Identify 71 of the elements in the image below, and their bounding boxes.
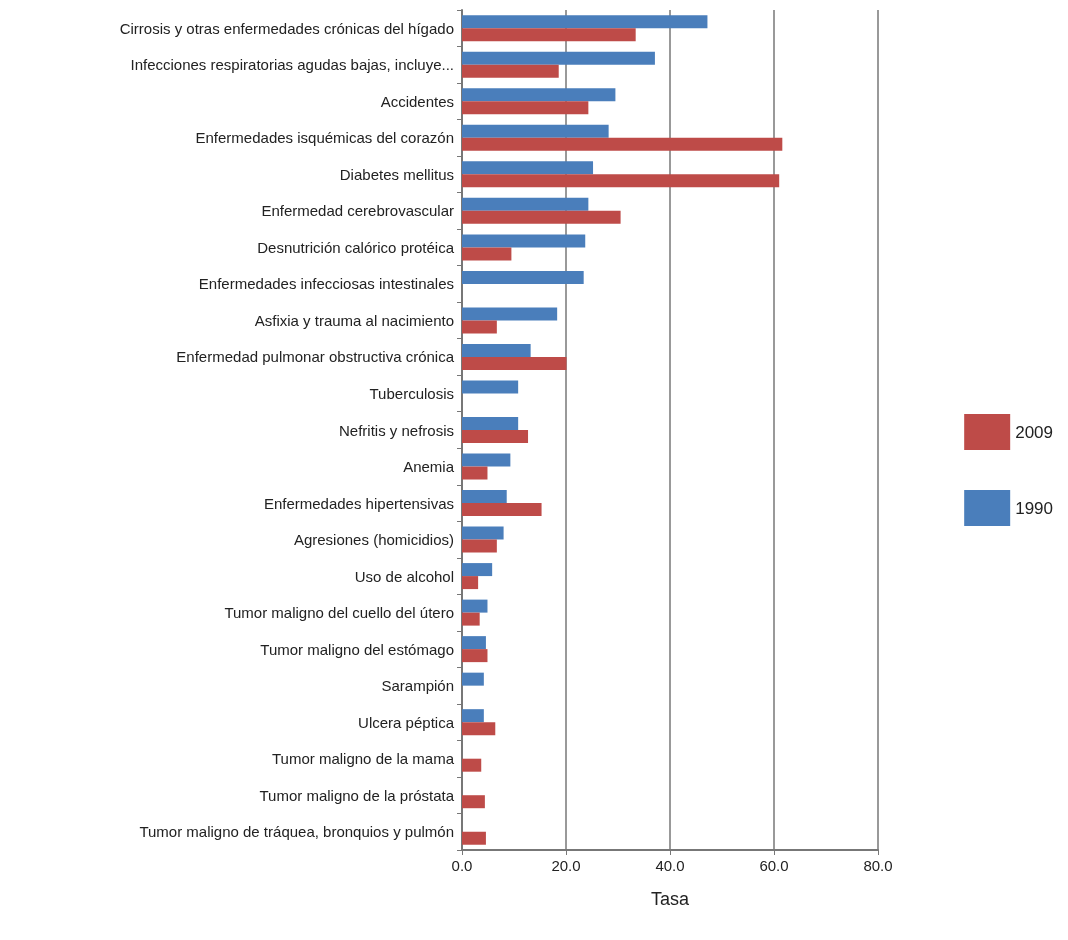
y-tick-label: Ulcera péptica xyxy=(358,713,455,731)
y-tick-label: Agresiones (homicidios) xyxy=(293,531,454,549)
bar xyxy=(462,417,519,430)
bar xyxy=(462,636,486,650)
bar xyxy=(462,137,783,151)
y-tick-label: Tumor maligno de la mama xyxy=(271,750,455,768)
bar xyxy=(462,453,511,467)
bar xyxy=(462,599,488,613)
y-tick-label: Cirrosis y otras enfermedades crónicas del hígado xyxy=(119,19,454,37)
y-tick-label: Tumor maligno de la próstata xyxy=(259,786,455,804)
y-tick-label: Tumor maligno del cuello del útero xyxy=(224,604,454,622)
bar xyxy=(462,124,609,138)
bar xyxy=(462,831,486,845)
y-tick-label: Anemia xyxy=(403,458,455,476)
bar xyxy=(462,88,616,102)
bar xyxy=(462,526,504,540)
y-tick-label: Nefritis y nefrosis xyxy=(338,421,454,439)
y-tick-label: Accidentes xyxy=(380,92,454,110)
x-axis-title: Tasa xyxy=(650,889,690,909)
y-tick-label: Tuberculosis xyxy=(369,384,454,402)
bar xyxy=(462,307,558,321)
bar xyxy=(462,795,485,809)
bar xyxy=(462,503,542,517)
bar xyxy=(462,320,497,334)
bar xyxy=(462,576,479,590)
y-tick-label: Sarampión xyxy=(381,677,454,695)
y-tick-label: Enfermedad pulmonar obstructiva crónica xyxy=(176,348,455,366)
bar xyxy=(462,672,484,686)
y-tick-label: Tumor maligno de tráquea, bronquios y pulmón xyxy=(139,823,454,841)
bar xyxy=(462,247,512,261)
x-tick-label: 60.0 xyxy=(759,857,789,874)
x-tick-label: 0.0 xyxy=(451,857,473,874)
bar xyxy=(462,161,594,175)
bar xyxy=(462,758,482,772)
bar xyxy=(462,101,589,115)
legend-label: 1990 xyxy=(1015,498,1054,518)
bar xyxy=(462,356,567,370)
y-tick-label: Infecciones respiratorias agudas bajas, incluye... xyxy=(130,56,454,74)
bar xyxy=(462,430,529,443)
bar xyxy=(462,380,519,394)
legend-label: 2009 xyxy=(1015,422,1054,442)
y-tick-label: Tumor maligno del estómago xyxy=(260,640,454,658)
y-tick-label: Enfermedad cerebrovascular xyxy=(261,202,454,220)
x-tick-label: 40.0 xyxy=(655,857,685,874)
bar xyxy=(462,174,780,188)
bar xyxy=(462,197,589,211)
bar xyxy=(462,612,480,626)
y-tick-label: Enfermedades hipertensivas xyxy=(263,494,454,512)
x-tick-label: 20.0 xyxy=(551,857,581,874)
bar xyxy=(462,64,559,78)
x-tick-label: 80.0 xyxy=(863,857,893,874)
bar xyxy=(462,15,708,29)
bar xyxy=(462,709,484,723)
bar xyxy=(462,539,497,553)
bar xyxy=(462,490,507,504)
bar xyxy=(462,51,655,65)
y-tick-label: Enfermedades infecciosas intestinales xyxy=(198,275,454,293)
bar xyxy=(462,649,488,663)
bar xyxy=(462,210,621,224)
y-tick-label: Diabetes mellitus xyxy=(339,165,454,183)
bar xyxy=(462,270,584,284)
y-tick-label: Desnutrición calórico protéica xyxy=(257,238,455,256)
bar xyxy=(462,28,636,42)
bar xyxy=(462,466,488,480)
bar xyxy=(462,563,493,577)
y-tick-label: Enfermedades isquémicas del corazón xyxy=(195,129,454,147)
bar xyxy=(462,722,496,736)
bar xyxy=(462,234,586,248)
y-tick-label: Asfixia y trauma al nacimiento xyxy=(254,311,454,329)
y-tick-label: Uso de alcohol xyxy=(354,567,454,585)
bar xyxy=(462,343,531,357)
